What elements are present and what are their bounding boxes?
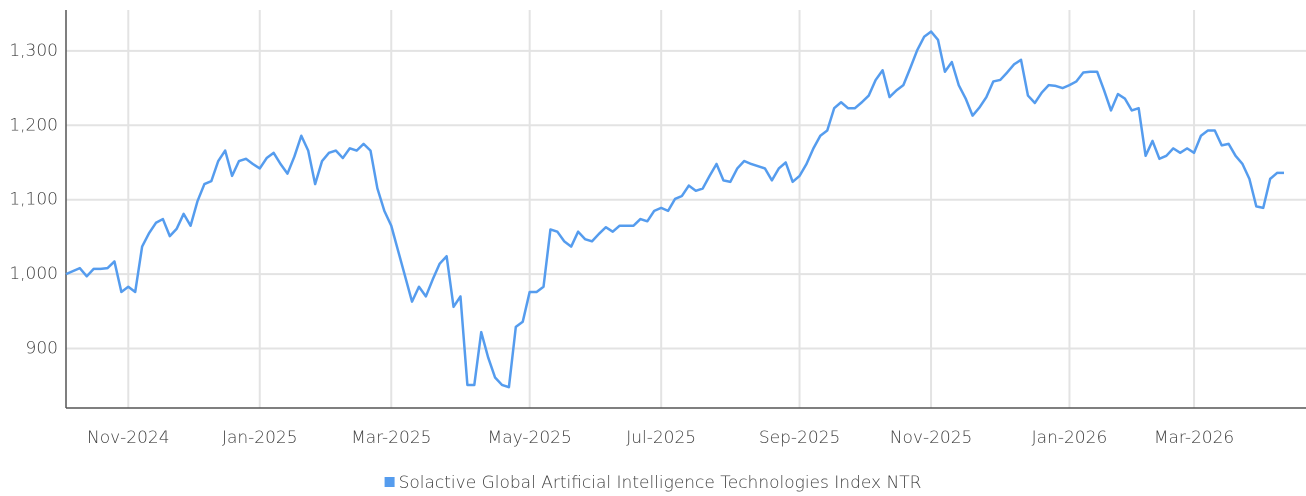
y-tick-label: 1,000: [9, 264, 58, 284]
x-tick-label: Jul-2025: [626, 428, 696, 448]
x-tick-label: Jan-2025: [222, 428, 298, 448]
legend-swatch: [384, 477, 395, 487]
x-tick-label: Mar-2026: [1154, 428, 1234, 448]
y-tick-label: 1,300: [9, 41, 58, 61]
series-line: [65, 30, 1284, 389]
x-tick-label: Nov-2025: [890, 428, 973, 448]
x-tick-label: May-2025: [488, 428, 572, 448]
y-tick-label: 1,100: [9, 190, 58, 210]
x-tick-label: Sep-2025: [759, 428, 840, 448]
y-tick-label: 1,200: [9, 115, 58, 135]
x-tick-label: Jan-2026: [1032, 428, 1108, 448]
y-tick-label: 900: [26, 338, 58, 358]
x-tick-label: Nov-2024: [87, 428, 170, 448]
legend-label: Solactive Global Artificial Intelligence…: [399, 473, 922, 493]
x-tick-label: Mar-2025: [351, 428, 431, 448]
